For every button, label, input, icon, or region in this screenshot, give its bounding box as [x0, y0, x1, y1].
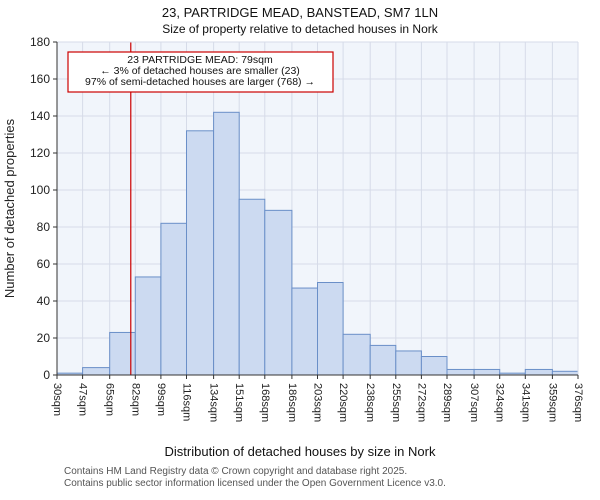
- x-tick-label: 376sqm: [572, 383, 584, 422]
- x-tick-label: 82sqm: [129, 383, 141, 416]
- histogram-bar: [291, 287, 318, 376]
- histogram-bar: [473, 368, 501, 376]
- annotation-box: [67, 51, 334, 93]
- y-tick-label: 140: [30, 109, 50, 123]
- histogram-bar: [369, 344, 397, 376]
- x-tick-label: 324sqm: [494, 383, 506, 422]
- x-tick-label: 341sqm: [519, 383, 531, 422]
- histogram-bar: [160, 222, 187, 376]
- y-tick-label: 20: [37, 331, 51, 345]
- y-tick-label: 100: [30, 183, 50, 197]
- x-tick-label: 255sqm: [390, 383, 402, 422]
- footer-line-1: Contains HM Land Registry data © Crown c…: [64, 466, 408, 477]
- histogram-bar: [420, 356, 448, 376]
- x-tick-label: 116sqm: [180, 383, 192, 421]
- x-tick-label: 151sqm: [233, 383, 245, 422]
- x-tick-label: 47sqm: [77, 383, 89, 416]
- y-tick-label: 180: [30, 35, 50, 49]
- histogram-bar: [109, 331, 136, 376]
- x-tick-label: 289sqm: [441, 383, 453, 422]
- y-tick-label: 0: [43, 368, 50, 382]
- x-tick-label: 238sqm: [364, 383, 376, 422]
- histogram-bar: [213, 111, 240, 376]
- annotation-line: 23 PARTRIDGE MEAD: 79sqm: [127, 54, 273, 66]
- histogram-bar: [82, 367, 111, 376]
- y-axis-title: Number of detached properties: [2, 118, 17, 298]
- x-tick-label: 186sqm: [286, 383, 298, 422]
- histogram-bar: [342, 333, 371, 376]
- y-tick-label: 80: [37, 220, 51, 234]
- x-tick-label: 359sqm: [546, 383, 558, 422]
- histogram-chart: 0 20 40 60 80 100 120 140 160 180 30sqm 47sqm 65sqm 8…: [2, 35, 584, 422]
- histogram-bar: [551, 370, 579, 376]
- histogram-bar: [238, 198, 266, 376]
- histogram-bar: [446, 368, 475, 376]
- x-tick-label: 272sqm: [415, 383, 427, 422]
- x-tick-label: 220sqm: [337, 383, 349, 422]
- x-tick-label: 99sqm: [155, 383, 167, 416]
- y-tick-label: 60: [37, 257, 51, 271]
- x-tick-label: 307sqm: [468, 383, 480, 422]
- histogram-bar: [264, 209, 293, 376]
- annotation-line: 97% of semi-detached houses are larger (…: [85, 76, 315, 88]
- footer-line-2: Contains public sector information licen…: [64, 478, 446, 489]
- x-axis-title: Distribution of detached houses by size …: [164, 444, 436, 459]
- histogram-bar: [185, 130, 215, 376]
- chart-title: 23, PARTRIDGE MEAD, BANSTEAD, SM7 1LN: [161, 5, 439, 20]
- x-tick-label: 65sqm: [104, 383, 116, 416]
- y-tick-label: 120: [30, 146, 50, 160]
- annotation-line: ← 3% of detached houses are smaller (23): [100, 65, 300, 77]
- y-tick-label: 160: [30, 72, 50, 86]
- x-tick-label: 134sqm: [208, 383, 220, 422]
- x-tick-label: 203sqm: [312, 383, 324, 422]
- histogram-bar: [317, 282, 344, 376]
- histogram-bar: [524, 368, 553, 376]
- y-tick-label: 40: [37, 294, 51, 308]
- x-tick-label: 30sqm: [51, 383, 63, 416]
- histogram-bar: [395, 350, 422, 376]
- histogram-bar: [134, 276, 162, 376]
- x-tick-label: 168sqm: [259, 383, 271, 422]
- chart-subtitle: Size of property relative to detached ho…: [162, 22, 438, 36]
